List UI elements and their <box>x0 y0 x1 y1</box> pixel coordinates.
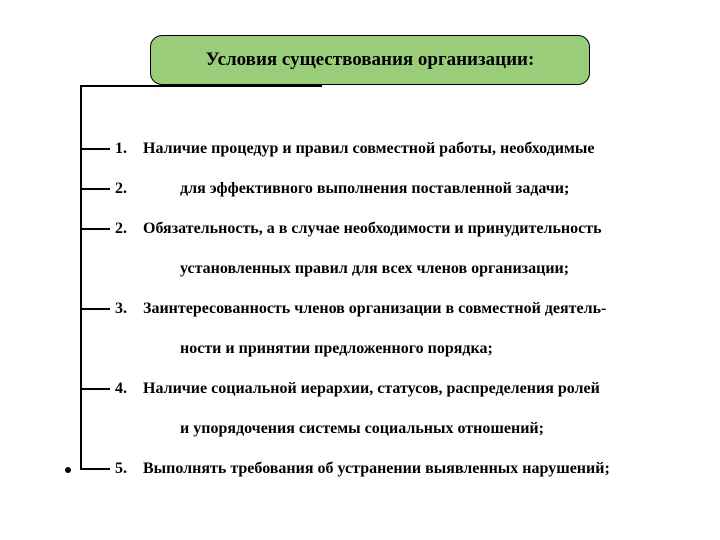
list-item: 1. Наличие процедур и правил совместной р… <box>0 140 720 164</box>
item-text: Обязательность, а в случае необходимости… <box>143 220 602 238</box>
list-item: ности и принятии предложенного порядка; <box>0 340 720 364</box>
item-number: 3. <box>115 300 127 318</box>
item-text: Заинтересованность членов организации в … <box>143 300 606 318</box>
item-number: 2. <box>115 220 127 238</box>
list-item: 3. Заинтересованность членов организации … <box>0 300 720 324</box>
list-item: установленных правил для всех членов орг… <box>0 260 720 284</box>
list-item: 5. Выполнять требования об устранении выя… <box>0 460 720 484</box>
item-number: 5. <box>115 460 127 478</box>
item-number: 4. <box>115 380 127 398</box>
list-item: 2. Обязательность, а в случае необходимос… <box>0 220 720 244</box>
list-item: 2. для эффективного выполнения поставленн… <box>0 180 720 204</box>
item-text: ности и принятии предложенного порядка; <box>180 340 493 358</box>
item-text: и упорядочения системы социальных отноше… <box>180 420 544 438</box>
item-text: Наличие социальной иерархии, статусов, р… <box>143 380 600 398</box>
title-text: Условия существования организации: <box>206 49 535 71</box>
item-text: Выполнять требования об устранении выявл… <box>143 460 610 478</box>
title-box: Условия существования организации: <box>150 35 590 85</box>
item-text: установленных правил для всех членов орг… <box>180 260 569 278</box>
bullet-dot-icon <box>65 467 71 473</box>
item-text: Наличие процедур и правил совместной раб… <box>143 140 594 158</box>
item-number: 2. <box>115 180 127 198</box>
list-item: и упорядочения системы социальных отноше… <box>0 420 720 444</box>
connector-top-horizontal <box>80 85 322 87</box>
item-text: для эффективного выполнения поставленной… <box>180 180 569 198</box>
list-item: 4. Наличие социальной иерархии, статусов,… <box>0 380 720 404</box>
item-number: 1. <box>115 140 127 158</box>
